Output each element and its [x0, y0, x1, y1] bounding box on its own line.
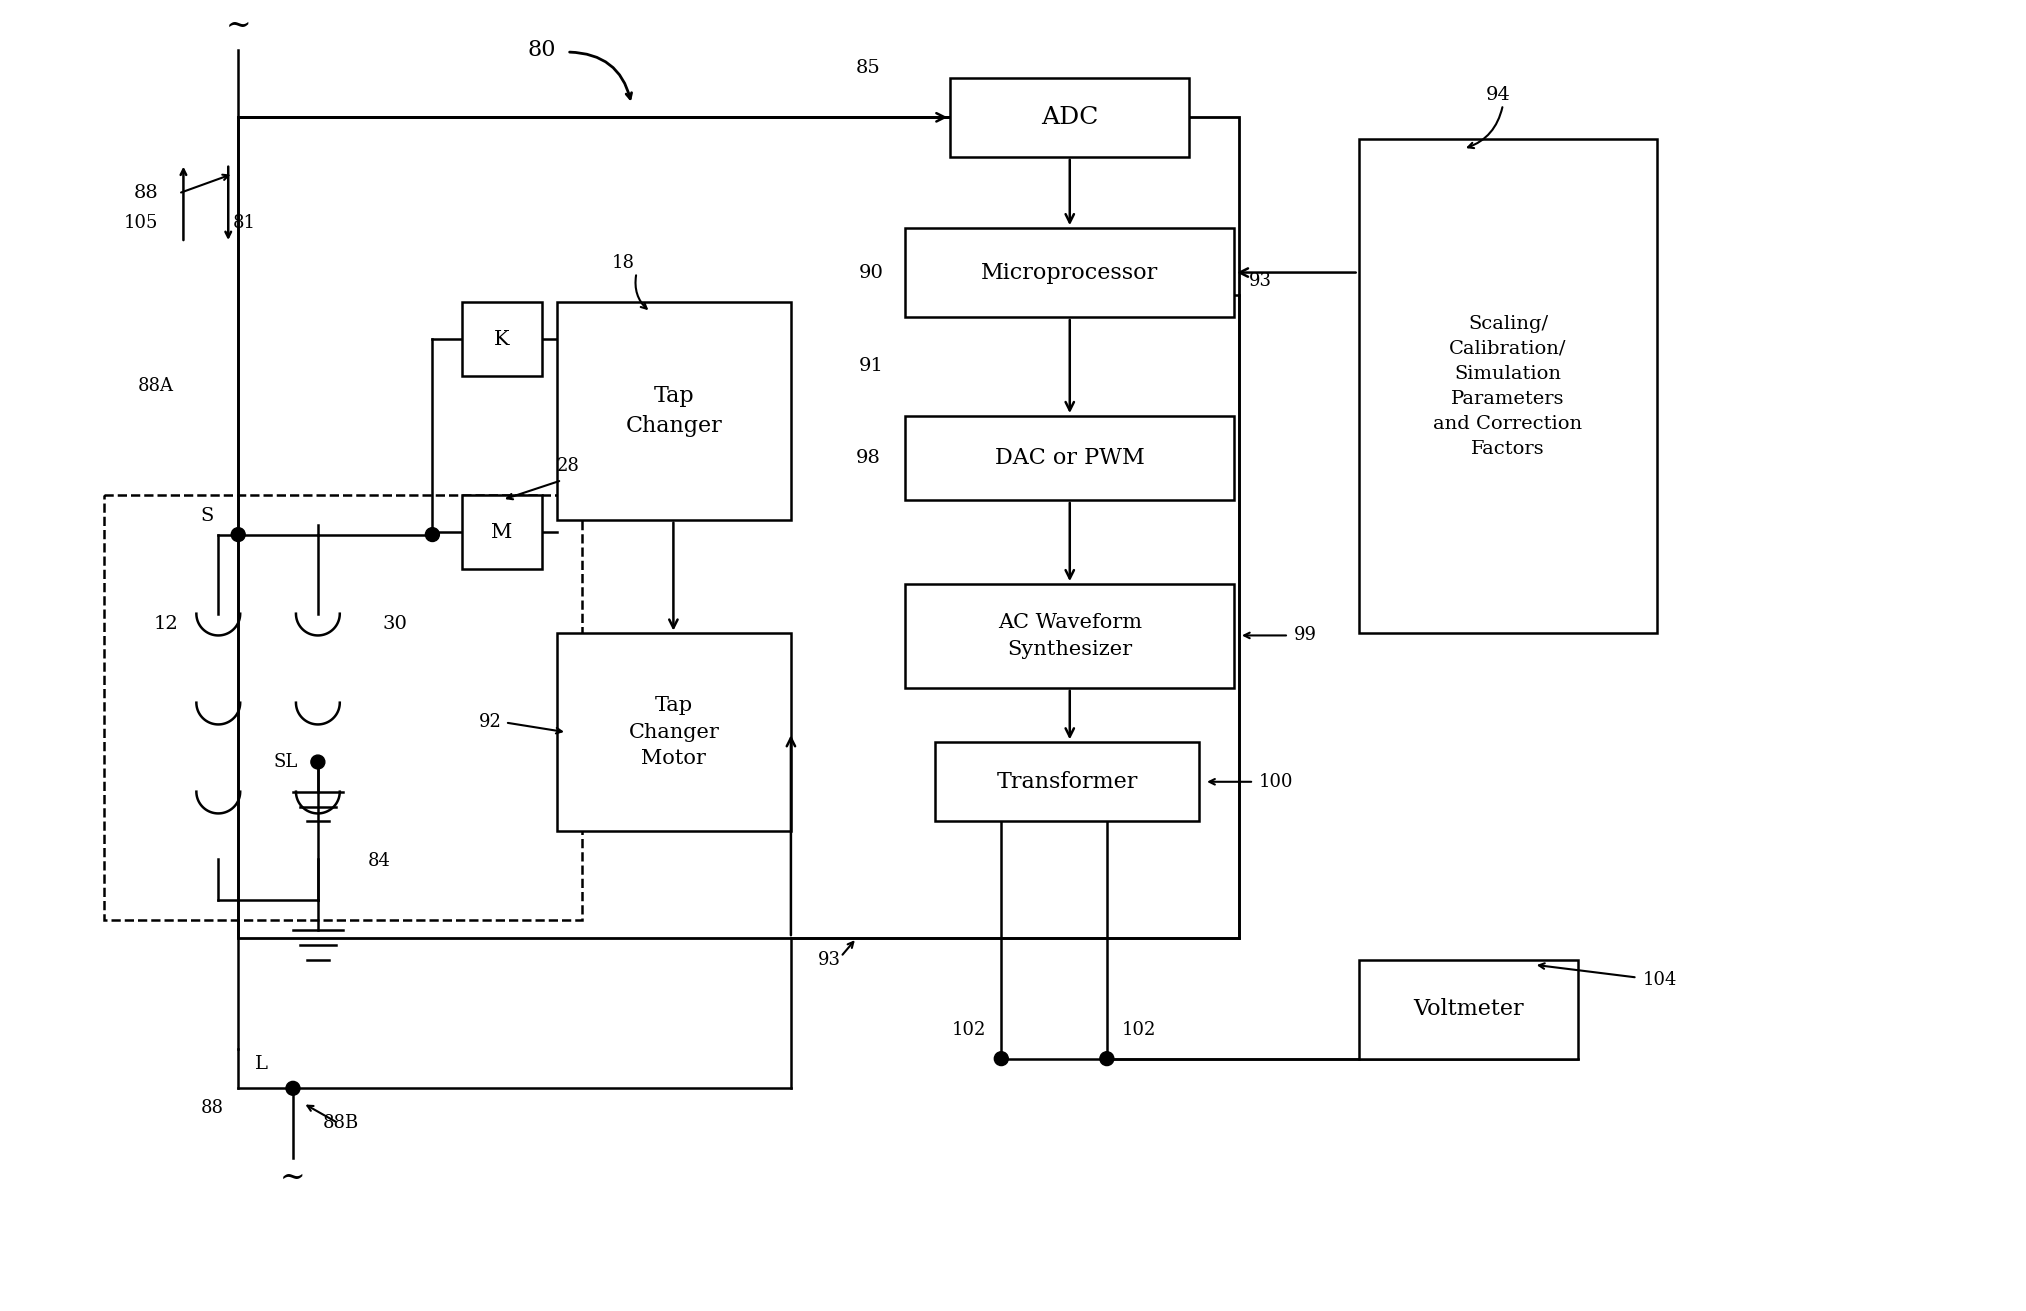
Circle shape — [995, 1051, 1009, 1066]
Text: 90: 90 — [859, 264, 883, 282]
Text: M: M — [492, 523, 513, 541]
Circle shape — [310, 755, 324, 770]
Text: AC Waveform
Synthesizer: AC Waveform Synthesizer — [997, 614, 1143, 658]
Circle shape — [1100, 1051, 1114, 1066]
Text: 93: 93 — [819, 950, 841, 969]
Text: L: L — [255, 1055, 267, 1074]
Bar — [557, 303, 790, 519]
Bar — [950, 77, 1189, 157]
Text: Tap
Changer: Tap Changer — [626, 384, 723, 438]
Text: 88: 88 — [134, 185, 158, 202]
Text: 12: 12 — [154, 615, 178, 633]
Text: 88: 88 — [201, 1099, 223, 1117]
Text: 88A: 88A — [138, 378, 174, 396]
Text: S: S — [201, 506, 213, 524]
Text: 28: 28 — [557, 458, 579, 476]
Text: 99: 99 — [1295, 627, 1317, 645]
Text: Transformer: Transformer — [997, 771, 1139, 793]
Text: Microprocessor: Microprocessor — [981, 262, 1159, 283]
Text: ADC: ADC — [1041, 106, 1098, 128]
Circle shape — [286, 1082, 300, 1095]
Text: Tap
Changer
Motor: Tap Changer Motor — [628, 696, 719, 768]
Bar — [1359, 960, 1578, 1059]
Text: 100: 100 — [1258, 772, 1293, 791]
Text: 30: 30 — [383, 615, 407, 633]
Text: 84: 84 — [367, 852, 391, 871]
Bar — [1359, 139, 1657, 633]
Text: 91: 91 — [859, 358, 883, 375]
Bar — [462, 303, 541, 376]
Bar — [462, 496, 541, 569]
Text: 98: 98 — [855, 450, 881, 468]
Circle shape — [231, 527, 245, 541]
Bar — [103, 496, 581, 920]
Text: 102: 102 — [1122, 1021, 1157, 1038]
Text: 85: 85 — [855, 59, 881, 77]
Text: Voltmeter: Voltmeter — [1412, 998, 1524, 1020]
Text: DAC or PWM: DAC or PWM — [995, 447, 1145, 469]
Text: 88B: 88B — [322, 1114, 359, 1131]
Circle shape — [425, 527, 440, 541]
Text: 92: 92 — [480, 713, 502, 732]
Bar — [239, 117, 1240, 937]
Bar — [906, 228, 1234, 317]
Bar — [557, 633, 790, 831]
Text: Scaling/
Calibration/
Simulation
Parameters
and Correction
Factors: Scaling/ Calibration/ Simulation Paramet… — [1432, 315, 1582, 458]
Text: 94: 94 — [1485, 85, 1511, 104]
Text: 93: 93 — [1248, 273, 1272, 291]
Text: 18: 18 — [612, 253, 634, 271]
Text: ~: ~ — [280, 1163, 306, 1193]
Text: ~: ~ — [225, 12, 251, 42]
Text: 105: 105 — [124, 214, 158, 232]
Text: 81: 81 — [233, 214, 255, 232]
Bar — [936, 742, 1199, 821]
Bar — [906, 583, 1234, 688]
Text: 102: 102 — [952, 1021, 987, 1038]
Text: 104: 104 — [1643, 970, 1678, 988]
Text: K: K — [494, 330, 511, 349]
Bar — [906, 416, 1234, 499]
Text: SL: SL — [274, 753, 298, 771]
Text: 80: 80 — [527, 39, 557, 62]
